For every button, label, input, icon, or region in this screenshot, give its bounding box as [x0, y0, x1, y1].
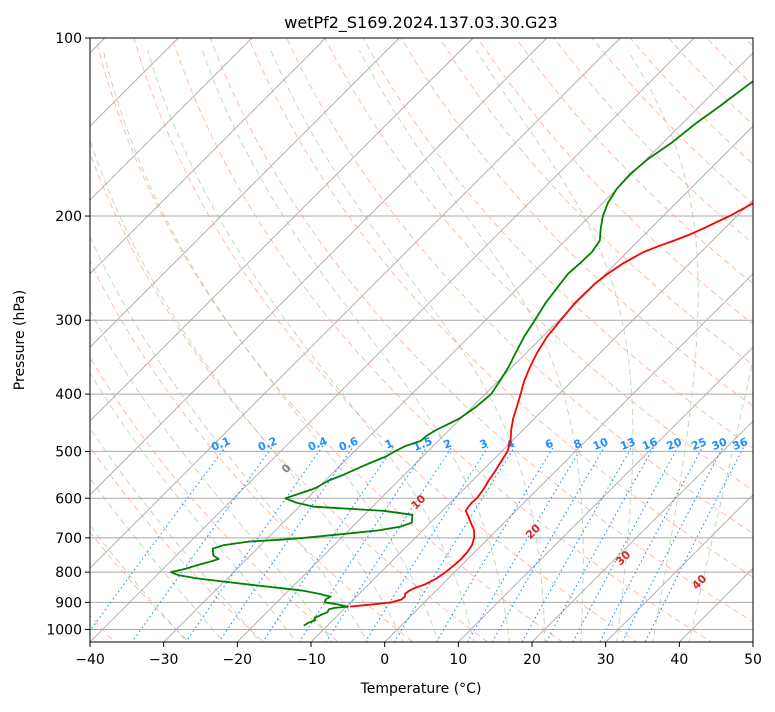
y-tick-label: 700	[55, 531, 82, 547]
y-tick-label: 900	[55, 595, 82, 611]
x-tick-label: 20	[523, 652, 541, 668]
y-tick-label: 500	[55, 444, 82, 460]
isotherm-line	[753, 38, 775, 642]
x-tick-label: 30	[597, 652, 615, 668]
x-tick-label: 40	[670, 652, 688, 668]
x-tick-label: 10	[449, 652, 467, 668]
x-tick-label: −40	[75, 652, 105, 668]
y-tick-label: 400	[55, 387, 82, 403]
y-tick-label: 600	[55, 491, 82, 507]
y-tick-label: 200	[55, 209, 82, 225]
chart-title: wetPf2_S169.2024.137.03.30.G23	[284, 13, 558, 33]
x-tick-label: 0	[380, 652, 389, 668]
y-axis-label: Pressure (hPa)	[12, 290, 28, 390]
y-tick-label: 800	[55, 565, 82, 581]
x-axis-label: Temperature (°C)	[360, 681, 482, 697]
x-tick-label: 50	[744, 652, 762, 668]
x-tick-label: −10	[296, 652, 326, 668]
y-tick-label: 1000	[46, 622, 82, 638]
x-tick-label: −30	[149, 652, 179, 668]
y-tick-label: 300	[55, 313, 82, 329]
x-tick-label: −20	[223, 652, 253, 668]
y-tick-label: 100	[55, 31, 82, 47]
